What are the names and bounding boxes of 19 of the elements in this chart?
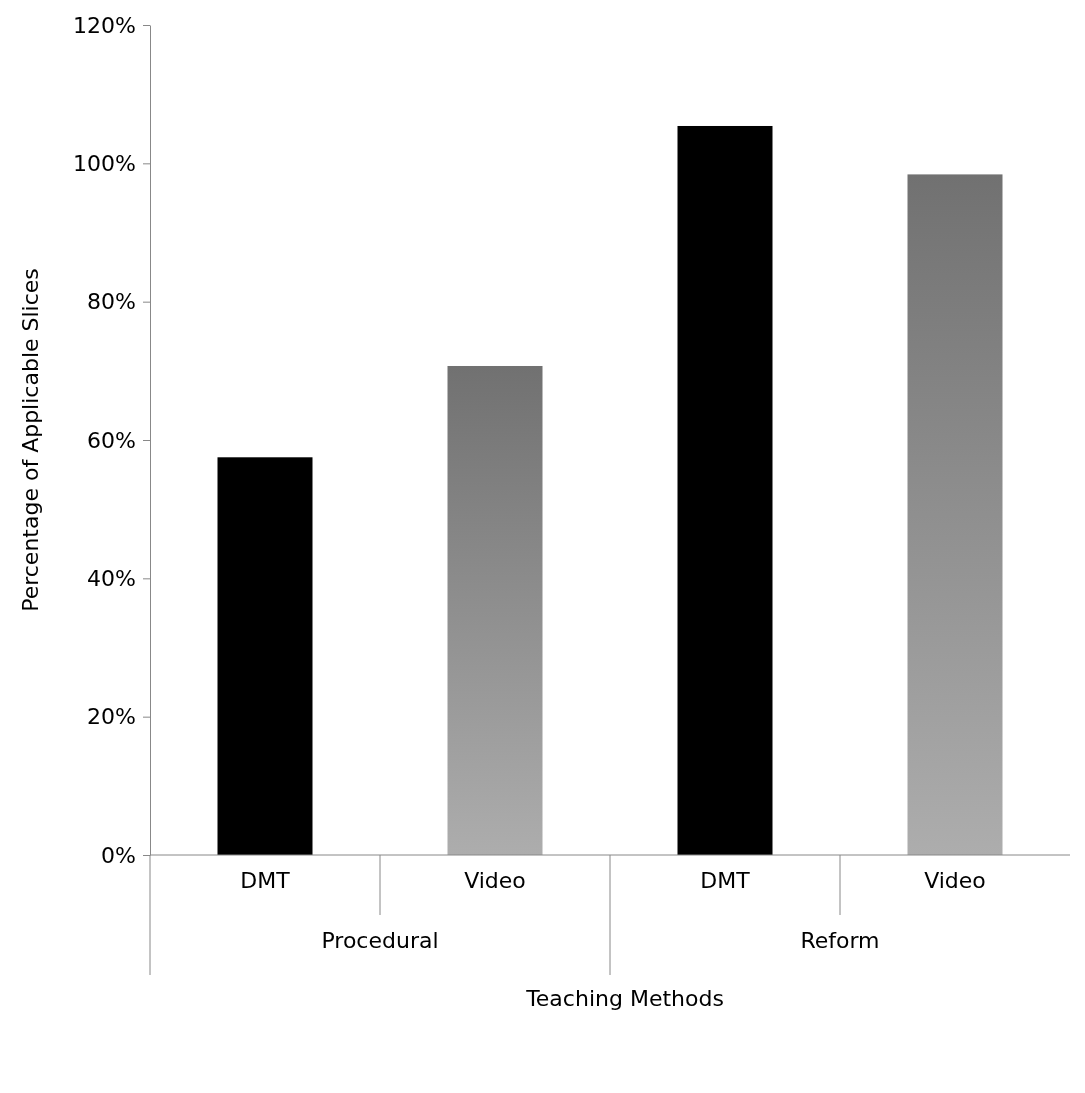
y-axis-title: Percentage of Applicable Slices	[18, 268, 43, 612]
x-tick-label: DMT	[240, 868, 291, 893]
y-tick-label: 20%	[87, 704, 136, 730]
y-tick-label: 60%	[87, 427, 136, 453]
text: Reform	[800, 928, 880, 953]
x-tick-label: DMT	[700, 868, 751, 893]
y-tick-label: 80%	[87, 289, 136, 315]
text: Procedural	[321, 928, 439, 953]
y-tick-label: 100%	[73, 150, 136, 176]
bar	[907, 174, 1003, 855]
x-tick-label: Video	[464, 868, 526, 893]
y-tick-label: 120%	[73, 12, 136, 38]
bar	[217, 457, 313, 855]
y-tick-label: 40%	[87, 565, 136, 591]
x-tick-label: Video	[924, 868, 986, 893]
bar	[447, 365, 543, 855]
bar	[677, 125, 773, 855]
x-axis-title: Teaching Methods	[525, 986, 724, 1011]
y-tick-label: 0%	[101, 842, 136, 868]
